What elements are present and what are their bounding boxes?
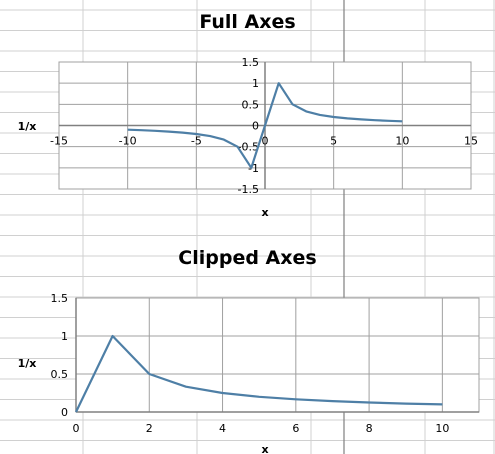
x-axis-title: x <box>261 206 268 219</box>
plot-area <box>75 297 480 413</box>
y-tick-label: -0.5 <box>238 141 259 154</box>
y-tick-label: 1 <box>61 330 68 343</box>
y-tick-label: -1.5 <box>238 183 259 196</box>
chart-title-full-axes: Full Axes <box>199 11 296 33</box>
x-tick-label: 15 <box>464 135 478 148</box>
y-tick-label: 0.5 <box>51 368 69 381</box>
series-line <box>75 334 443 413</box>
x-tick-label: 10 <box>395 135 409 148</box>
x-tick-label: 6 <box>292 422 299 435</box>
x-tick-label: 8 <box>366 422 373 435</box>
x-tick-label: -15 <box>50 135 68 148</box>
x-tick-label: -5 <box>191 135 202 148</box>
x-tick-label: 4 <box>219 422 226 435</box>
x-tick-label: -10 <box>119 135 137 148</box>
x-tick-label: 2 <box>146 422 153 435</box>
chart-title-clipped-axes: Clipped Axes <box>178 247 317 269</box>
x-tick-label: 0 <box>73 422 80 435</box>
y-tick-label: 1.5 <box>242 56 260 69</box>
series-line <box>127 82 403 169</box>
y-tick-label: 0.5 <box>242 98 260 111</box>
y-tick-label: 1.5 <box>51 292 69 305</box>
y-axis-title: 1/x <box>18 357 37 370</box>
y-tick-label: 0 <box>252 120 259 133</box>
x-tick-label: 10 <box>435 422 449 435</box>
y-tick-label: 1 <box>252 77 259 90</box>
y-axis-title: 1/x <box>18 120 37 133</box>
x-axis-title: x <box>261 443 268 454</box>
y-tick-label: -1 <box>248 162 259 175</box>
x-tick-label: 5 <box>330 135 337 148</box>
y-tick-label: 0 <box>61 406 68 419</box>
x-tick-label: 0 <box>262 135 269 148</box>
